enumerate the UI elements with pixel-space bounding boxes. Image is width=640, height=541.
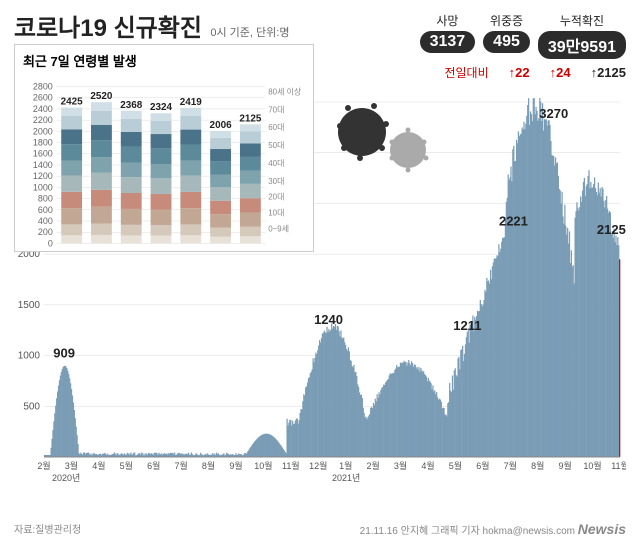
svg-text:80세 이상: 80세 이상 [268,86,302,96]
svg-text:2006: 2006 [210,120,233,131]
svg-text:1400: 1400 [33,160,53,170]
svg-text:800: 800 [38,194,53,204]
svg-text:0~9세: 0~9세 [268,225,289,234]
svg-text:1600: 1600 [33,149,53,159]
svg-text:5월: 5월 [449,460,462,471]
svg-text:2400: 2400 [33,104,53,114]
svg-text:2425: 2425 [61,97,84,108]
stats-box: 사망 3137 위중증 495 누적확진 39만9591 [420,12,626,59]
inset-title: 최근 7일 연령별 발생 [23,51,305,70]
svg-text:2800: 2800 [33,82,53,92]
critical-label: 위중증 [483,12,530,29]
svg-text:8월: 8월 [531,460,544,471]
svg-text:2021년: 2021년 [332,473,360,483]
svg-text:2419: 2419 [180,97,203,108]
source-text: 자료:질병관리청 [14,521,81,537]
svg-text:7월: 7월 [504,460,517,471]
svg-text:2520: 2520 [90,91,113,102]
svg-text:2125: 2125 [597,222,626,237]
svg-text:4월: 4월 [92,460,105,471]
svg-text:8월: 8월 [202,460,215,471]
deaths-label: 사망 [420,12,476,29]
cumulative-label: 누적확진 [538,12,626,29]
svg-text:1240: 1240 [314,312,343,327]
svg-text:500: 500 [23,401,40,412]
inset-svg: 0200400600800 10001200140016001800 2000220… [23,72,305,252]
critical-change: ↑24 [550,65,571,80]
svg-text:40대: 40대 [268,159,284,168]
svg-text:6월: 6월 [476,460,489,471]
svg-text:2368: 2368 [120,100,143,111]
svg-text:1200: 1200 [33,171,53,181]
svg-text:2200: 2200 [33,115,53,125]
cum-change: ↑2125 [591,65,626,80]
svg-text:1211: 1211 [453,318,481,333]
svg-text:50대: 50대 [268,141,284,150]
inset-chart: 최근 7일 연령별 발생 0200400600800 10001200140016… [14,44,314,252]
svg-text:2020년: 2020년 [52,473,80,483]
subtitle: 0시 기준, 단위:명 [210,27,289,39]
svg-text:3월: 3월 [65,460,78,471]
svg-text:2221: 2221 [499,214,528,229]
svg-text:1500: 1500 [18,300,41,311]
svg-text:400: 400 [38,216,53,226]
svg-text:7월: 7월 [174,460,187,471]
svg-text:4월: 4월 [421,460,434,471]
svg-text:0: 0 [48,238,53,248]
credit-text: 21.11.16 안지혜 그래픽 기자 hokma@newsis.com [360,526,575,537]
cumulative-value: 39만9591 [538,31,626,59]
svg-text:2000: 2000 [33,126,53,136]
svg-text:9월: 9월 [558,460,571,471]
svg-text:12월: 12월 [309,460,327,471]
svg-text:3월: 3월 [394,460,407,471]
svg-text:60대: 60대 [268,123,284,132]
newsis-logo: Newsis [578,521,626,537]
deaths-value: 3137 [420,31,476,53]
svg-text:70대: 70대 [268,105,284,114]
svg-text:20대: 20대 [268,193,284,202]
svg-text:5월: 5월 [120,460,133,471]
svg-text:2월: 2월 [366,460,379,471]
svg-text:909: 909 [53,346,75,361]
svg-text:1800: 1800 [33,138,53,148]
svg-text:2600: 2600 [33,93,53,103]
main-title: 코로나19 신규확진 [14,15,202,42]
svg-text:1000: 1000 [18,351,41,362]
svg-text:11월: 11월 [611,460,626,471]
svg-text:10대: 10대 [268,209,284,218]
svg-text:6월: 6월 [147,460,160,471]
svg-text:1000: 1000 [33,182,53,192]
svg-text:1월: 1월 [339,460,352,471]
change-label: 전일대비 [444,64,488,81]
svg-text:2월: 2월 [37,460,50,471]
svg-text:600: 600 [38,205,53,215]
virus-icon [330,96,440,181]
svg-text:200: 200 [38,227,53,237]
svg-text:2324: 2324 [150,102,173,113]
svg-text:11월: 11월 [282,460,300,471]
svg-text:10월: 10월 [254,460,272,471]
svg-text:30대: 30대 [268,177,284,186]
deaths-change: ↑22 [509,65,530,80]
svg-text:9월: 9월 [229,460,242,471]
svg-text:3270: 3270 [539,106,568,121]
critical-value: 495 [483,31,530,53]
svg-text:10월: 10월 [583,460,601,471]
change-row: 전일대비 ↑22 ↑24 ↑2125 [444,64,626,81]
svg-text:2125: 2125 [239,113,262,124]
